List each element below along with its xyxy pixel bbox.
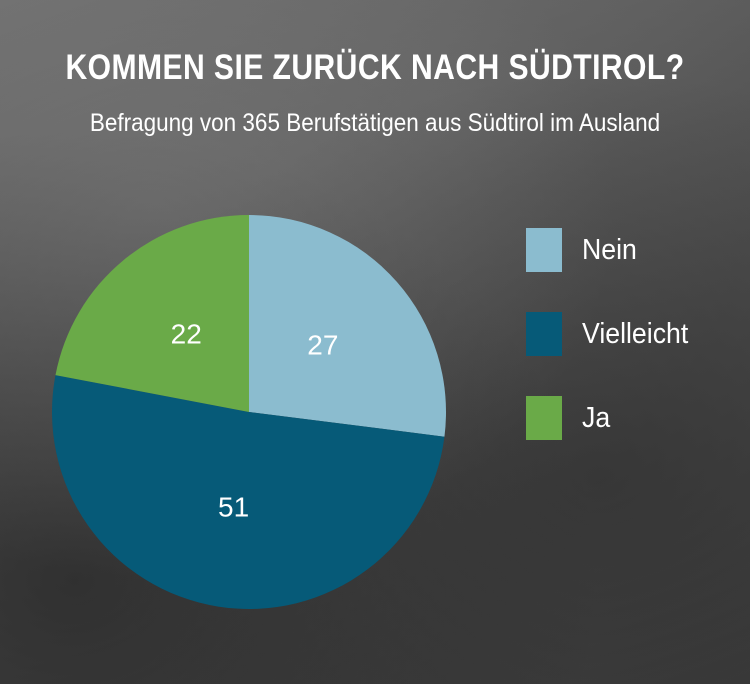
legend-swatch-nein	[526, 228, 562, 272]
chart-title: KOMMEN SIE ZURÜCK NACH SÜDTIROL?	[65, 48, 685, 87]
legend-swatch-vielleicht	[526, 312, 562, 356]
legend-swatch-ja	[526, 396, 562, 440]
legend-item-nein: Nein	[526, 228, 698, 272]
data-label-nein: 27	[307, 329, 338, 360]
pie-slice-ja	[55, 215, 249, 412]
legend-item-ja: Ja	[526, 396, 698, 440]
chart-subtitle: Befragung von 365 Berufstätigen aus Südt…	[89, 109, 661, 137]
legend-label-vielleicht: Vielleicht	[582, 317, 689, 350]
data-label-vielleicht: 51	[218, 492, 249, 523]
pie-slice-nein	[249, 215, 446, 437]
data-label-ja: 22	[171, 318, 202, 349]
legend-label-ja: Ja	[582, 401, 611, 434]
legend: Nein Vielleicht Ja	[526, 228, 698, 480]
pie-slice-vielleicht	[51, 375, 445, 610]
legend-label-nein: Nein	[582, 233, 637, 266]
legend-item-vielleicht: Vielleicht	[526, 312, 698, 356]
